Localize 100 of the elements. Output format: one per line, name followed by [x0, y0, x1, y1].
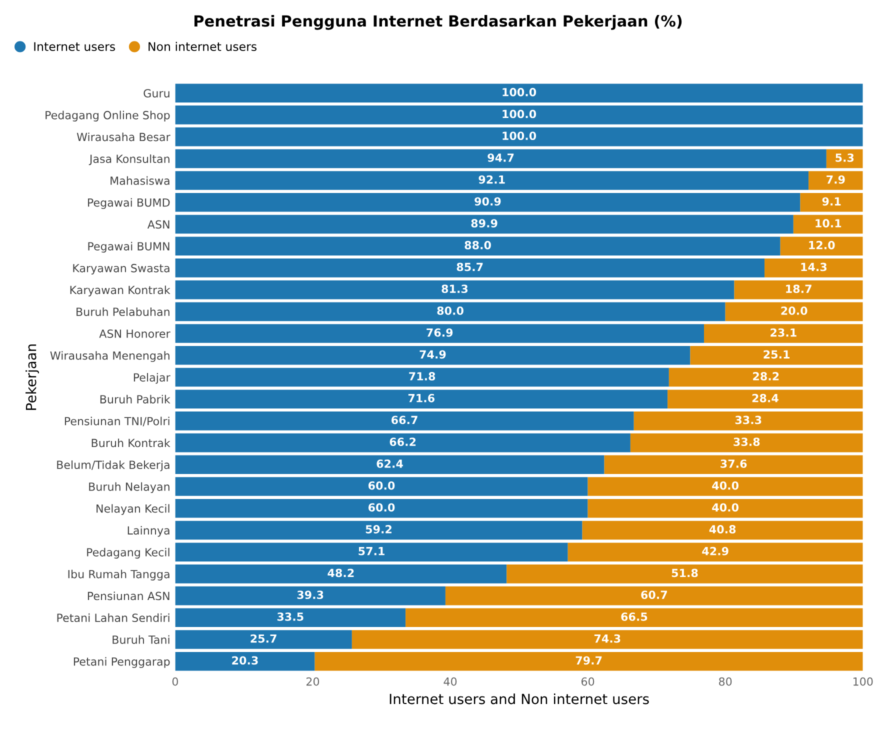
data-label: 100.0	[502, 88, 536, 96]
bar	[175, 586, 446, 606]
data-label: 9.1	[822, 197, 841, 206]
data-label: 33.5	[277, 612, 304, 621]
data-label: 66.2	[390, 438, 416, 446]
data-label: 10.1	[816, 219, 842, 228]
bar	[175, 368, 669, 387]
data-label: 90.9	[474, 197, 501, 206]
data-label: 51.8	[672, 568, 698, 578]
chart-title: Penetrasi Pengguna Internet Berdasarkan Pekerjaan (%)	[194, 14, 682, 30]
data-label: 80.0	[437, 306, 464, 315]
data-label: 81.3	[442, 284, 468, 294]
data-label: 20.0	[781, 306, 808, 315]
y-tick-label: Guru	[144, 89, 170, 98]
bar	[175, 520, 582, 540]
y-tick-label: Mahasiswa	[110, 176, 170, 185]
bar	[175, 498, 588, 518]
bar	[175, 412, 634, 430]
legend-label: Internet users	[34, 42, 116, 52]
x-tick-label: 100	[853, 677, 873, 686]
bar	[175, 608, 406, 628]
data-label: 60.0	[368, 481, 395, 490]
legend-label: Non internet users	[148, 42, 256, 52]
data-label: 79.7	[576, 656, 602, 665]
y-tick-label: Pegawai BUMN	[88, 242, 170, 253]
data-label: 28.2	[753, 372, 779, 380]
y-tick-label: Lainnya	[128, 526, 170, 537]
y-tick-label: Karyawan Kontrak	[70, 286, 170, 296]
data-label: 7.9	[826, 175, 845, 184]
x-tick-label: 0	[172, 677, 178, 686]
bar	[604, 455, 863, 474]
bar	[175, 652, 315, 671]
bar	[175, 346, 690, 365]
data-label: 71.6	[408, 394, 434, 402]
data-label: 76.9	[426, 328, 453, 337]
bar	[704, 324, 863, 343]
data-label: 18.7	[786, 284, 812, 294]
bar	[175, 542, 568, 562]
bar	[445, 586, 863, 606]
bar	[588, 498, 863, 518]
bar	[175, 192, 800, 212]
x-tick-label: 40	[444, 677, 457, 686]
y-tick-label: Petani Lahan Sendiri	[57, 613, 170, 622]
bar	[175, 280, 734, 300]
data-label: 25.1	[764, 350, 790, 359]
y-tick-label: Pensiunan ASN	[88, 592, 170, 600]
bar	[175, 171, 809, 190]
y-tick-label: Wirausaha Menengah	[50, 351, 170, 362]
data-label: 20.3	[232, 656, 258, 665]
y-tick-label: Buruh Nelayan	[89, 482, 170, 494]
bar	[175, 236, 780, 256]
y-tick-label: Petani Penggarap	[74, 657, 170, 668]
y-tick-label: Buruh Pabrik	[100, 394, 170, 404]
data-label: 66.7	[392, 416, 418, 424]
data-label: 12.0	[809, 240, 835, 250]
data-label: 57.1	[358, 547, 384, 556]
data-label: 14.3	[801, 262, 827, 272]
data-label: 40.8	[709, 525, 736, 534]
bar	[175, 214, 794, 234]
data-label: 39.3	[297, 590, 324, 600]
data-label: 28.4	[752, 394, 778, 402]
bar	[634, 412, 863, 430]
bar	[175, 106, 863, 124]
bar	[780, 236, 863, 256]
bar	[175, 302, 726, 322]
y-tick-label: Buruh Tani	[112, 635, 170, 644]
y-tick-label: Belum/Tidak Bekerja	[57, 460, 170, 472]
data-label: 60.0	[368, 503, 395, 512]
data-label: 33.8	[734, 438, 760, 446]
data-label: 62.4	[376, 459, 403, 468]
y-tick-label: ASN	[147, 220, 170, 229]
bar	[175, 477, 588, 496]
bar	[175, 564, 507, 584]
y-tick-label: Buruh Pelabuhan	[76, 307, 170, 316]
bar	[690, 346, 863, 365]
y-tick-label: Pegawai BUMD	[88, 198, 170, 209]
data-label: 88.0	[464, 240, 491, 250]
bar	[314, 652, 863, 671]
data-label: 40.0	[712, 503, 739, 512]
y-tick-label: Pedagang Online Shop	[46, 110, 170, 122]
bar	[725, 302, 863, 322]
data-label: 74.9	[420, 350, 446, 359]
data-label: 48.2	[328, 568, 354, 578]
bar	[175, 127, 863, 146]
bar	[352, 630, 863, 649]
data-label: 33.3	[735, 416, 762, 424]
data-label: 23.1	[770, 328, 796, 337]
bar	[588, 477, 863, 496]
data-label: 100.0	[502, 132, 536, 140]
y-tick-label: ASN Honorer	[99, 329, 170, 338]
x-axis-title: Internet users and Non internet users	[390, 693, 649, 704]
bar	[800, 192, 863, 212]
bar	[175, 149, 826, 168]
y-tick-label: Jasa Konsultan	[88, 154, 170, 166]
data-label: 85.7	[456, 262, 483, 272]
data-label: 25.7	[250, 634, 276, 643]
y-tick-label: Pedagang Kecil	[87, 548, 170, 559]
y-tick-label: Wirausaha Besar	[76, 132, 170, 142]
bar	[175, 324, 704, 343]
data-label: 40.0	[712, 481, 739, 490]
